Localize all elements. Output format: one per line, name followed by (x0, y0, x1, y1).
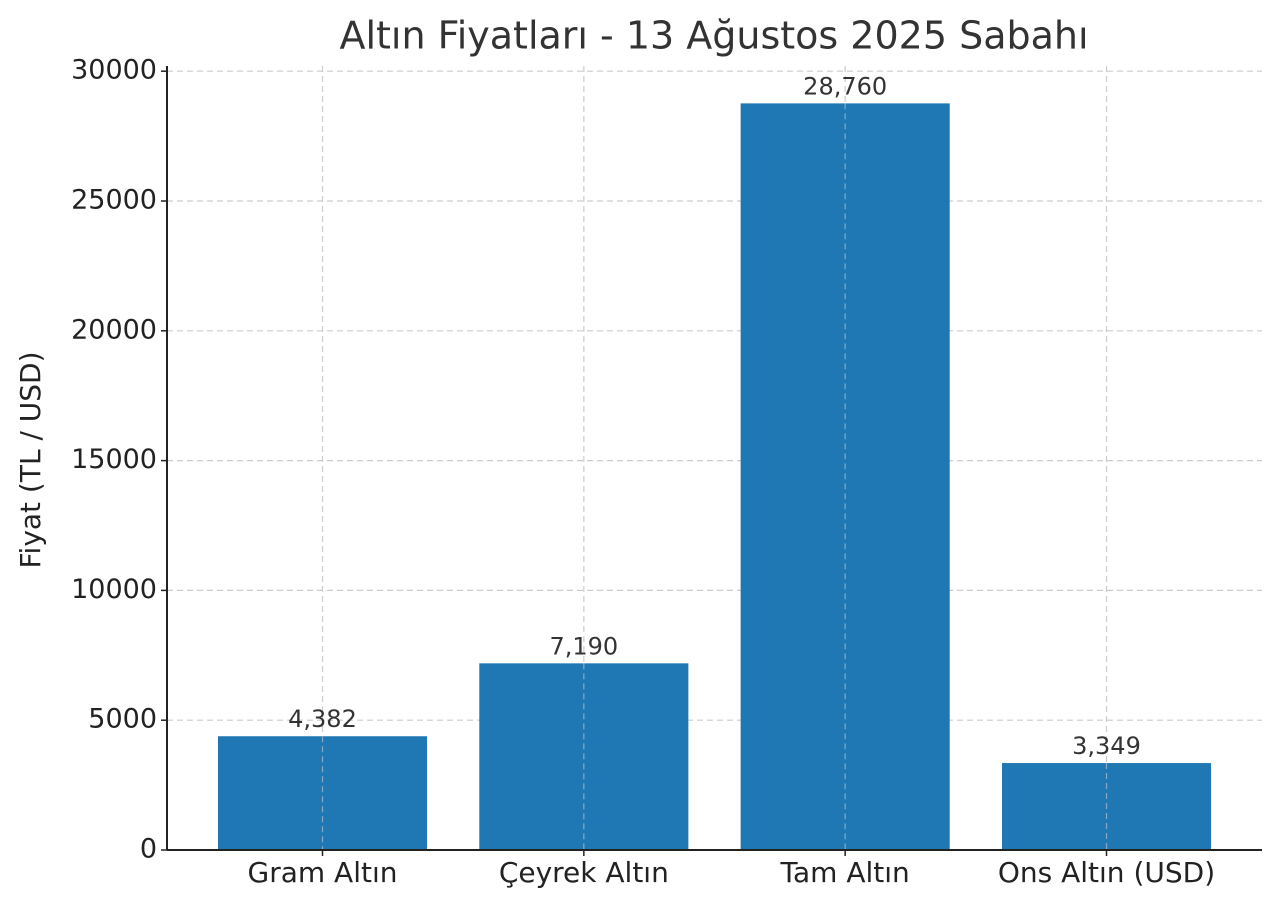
x-tick-label: Çeyrek Altın (499, 856, 669, 889)
y-tick-label: 10000 (71, 574, 157, 605)
y-tick-label: 20000 (71, 314, 157, 345)
y-tick-label: 15000 (71, 444, 157, 475)
x-tick-label: Tam Altın (780, 856, 910, 889)
value-label: 4,382 (288, 705, 357, 733)
value-label: 3,349 (1072, 732, 1141, 760)
x-tick-label: Gram Altın (248, 856, 398, 889)
y-tick-label: 25000 (71, 184, 157, 215)
y-axis-label: Fiyat (TL / USD) (14, 351, 47, 568)
chart-title: Altın Fiyatları - 13 Ağustos 2025 Sabahı (339, 14, 1088, 58)
y-tick-label: 5000 (88, 704, 157, 735)
y-tick-label: 30000 (71, 55, 157, 86)
bar (217, 736, 428, 850)
x-tick-label: Ons Altın (USD) (998, 856, 1215, 889)
y-tick-label: 0 (140, 834, 157, 865)
value-label: 28,760 (803, 72, 887, 100)
value-label: 7,190 (549, 632, 618, 660)
